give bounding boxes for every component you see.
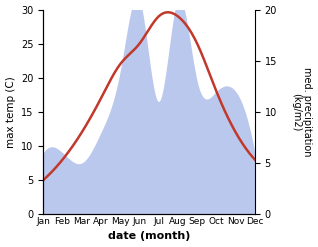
X-axis label: date (month): date (month) (108, 231, 190, 242)
Y-axis label: max temp (C): max temp (C) (5, 76, 16, 148)
Y-axis label: med. precipitation
(kg/m2): med. precipitation (kg/m2) (291, 67, 313, 157)
